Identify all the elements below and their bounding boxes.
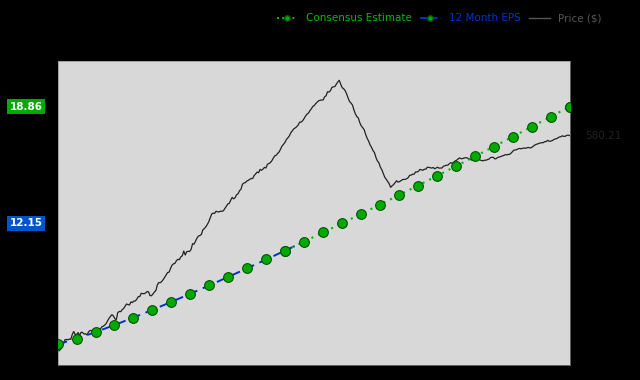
Text: 580.21: 580.21 xyxy=(585,131,621,141)
Text: 18.86: 18.86 xyxy=(10,102,42,112)
Legend: Consensus Estimate, 12 Month EPS, Price ($): Consensus Estimate, 12 Month EPS, Price … xyxy=(273,9,606,27)
Text: 12.15: 12.15 xyxy=(10,218,42,228)
